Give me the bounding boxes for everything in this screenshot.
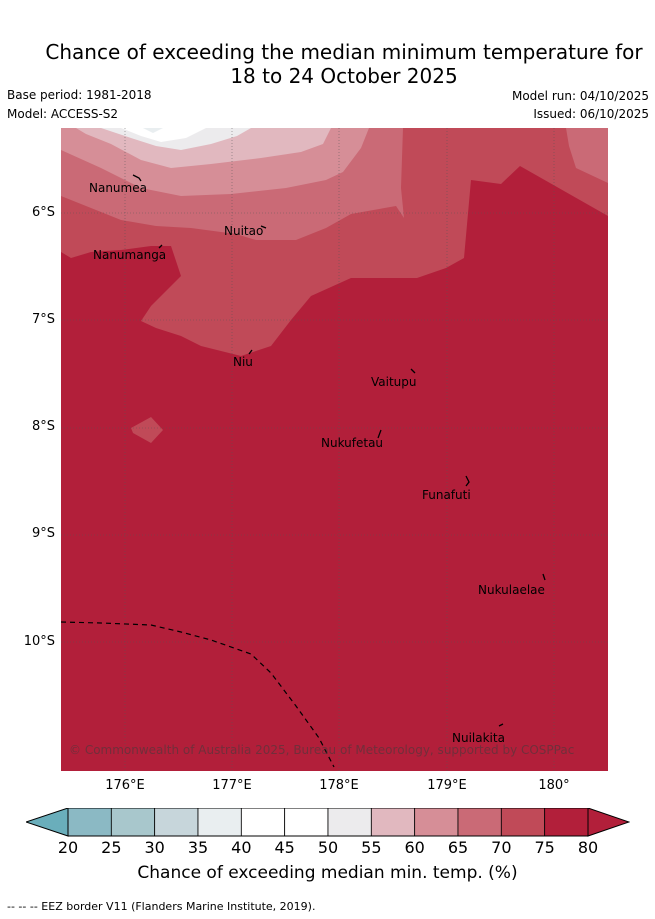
colorbar-tick-label: 45 [274, 838, 295, 857]
model-run: Model run: 04/10/2025 [511, 89, 649, 103]
colorbar-tick-label: 55 [361, 838, 382, 857]
island-marks [132, 174, 546, 727]
lat-label-6s: 6°S [31, 205, 55, 220]
lat-label-7s: 7°S [31, 312, 55, 327]
colorbar-cell [67, 808, 112, 837]
contour-map [61, 128, 608, 771]
fill-50 [121, 128, 206, 142]
colorbar-tick-label: 20 [57, 838, 79, 857]
colorbar-tick-label: 30 [144, 838, 165, 857]
colorbar-tick-label: 70 [491, 838, 512, 857]
colorbar-low-extend [26, 808, 69, 837]
fill-75-blob [131, 417, 163, 443]
colorbar-tick-label: 50 [317, 838, 339, 857]
colorbar-high-extend [587, 808, 630, 837]
title-line-1: Chance of exceeding the median minimum t… [45, 40, 643, 64]
lat-label-8s: 8°S [31, 419, 55, 434]
colorbar-title: Chance of exceeding median min. temp. (%… [137, 863, 518, 883]
lat-label-9s: 9°S [31, 526, 55, 541]
colorbar-tick-label: 65 [447, 838, 469, 857]
colorbar-cell [457, 808, 502, 837]
colorbar [26, 808, 630, 837]
colorbar-cell [414, 808, 459, 837]
place-nuilakita: Nuilakita [452, 731, 505, 745]
place-nanumea: Nanumea [89, 181, 147, 195]
model-name: Model: ACCESS-S2 [7, 107, 119, 121]
colorbar-cell [240, 808, 286, 837]
colorbar-tick-label: 75 [534, 838, 555, 857]
colorbar-cells [67, 808, 589, 837]
place-funafuti: Funafuti [422, 488, 471, 502]
fill-70-right [566, 128, 608, 183]
lon-label-177e: 177°E [212, 778, 252, 793]
place-nukulaelae: Nukulaelae [478, 583, 545, 597]
colorbar-cell [110, 808, 156, 837]
place-niu: Niu [233, 355, 253, 369]
colorbar-cell [500, 808, 546, 837]
colorbar-tick-label: 40 [231, 838, 252, 857]
fill-45 [143, 128, 163, 133]
eez-border [61, 621, 335, 768]
copyright-notice: © Commonwealth of Australia 2025, Bureau… [69, 743, 575, 757]
colorbar-tick-label: 60 [404, 838, 425, 857]
lon-label-176e: 176°E [105, 778, 145, 793]
place-nukufetau: Nukufetau [321, 436, 384, 450]
map-area[interactable] [61, 128, 608, 771]
lon-label-179e: 179°E [427, 778, 467, 793]
graticule [61, 128, 608, 771]
colorbar-cell [327, 808, 372, 837]
colorbar-cell [284, 808, 329, 837]
lon-label-180: 180° [538, 778, 570, 793]
colorbar-cell [370, 808, 416, 837]
base-period: Base period: 1981-2018 [7, 88, 152, 102]
place-vaitupu: Vaitupu [371, 375, 417, 389]
map-title: Chance of exceeding the median minimum t… [0, 40, 655, 88]
issued-date: Issued: 06/10/2025 [533, 107, 649, 121]
place-nanumanga: Nanumanga [93, 248, 167, 262]
eez-legend: -- -- -- EEZ border V11 (Flanders Marine… [7, 900, 316, 913]
colorbar-tick-label: 35 [187, 838, 209, 857]
lon-label-178e: 178°E [319, 778, 359, 793]
colorbar-cell [544, 808, 589, 837]
colorbar-tick-label: 80 [577, 838, 599, 857]
colorbar-cell [154, 808, 199, 837]
colorbar-cell [197, 808, 242, 837]
colorbar-tick-label: 25 [101, 838, 122, 857]
place-nuitao: Nuitao [224, 224, 264, 238]
lat-label-10s: 10°S [23, 634, 55, 649]
title-line-2: 18 to 24 October 2025 [230, 64, 458, 88]
